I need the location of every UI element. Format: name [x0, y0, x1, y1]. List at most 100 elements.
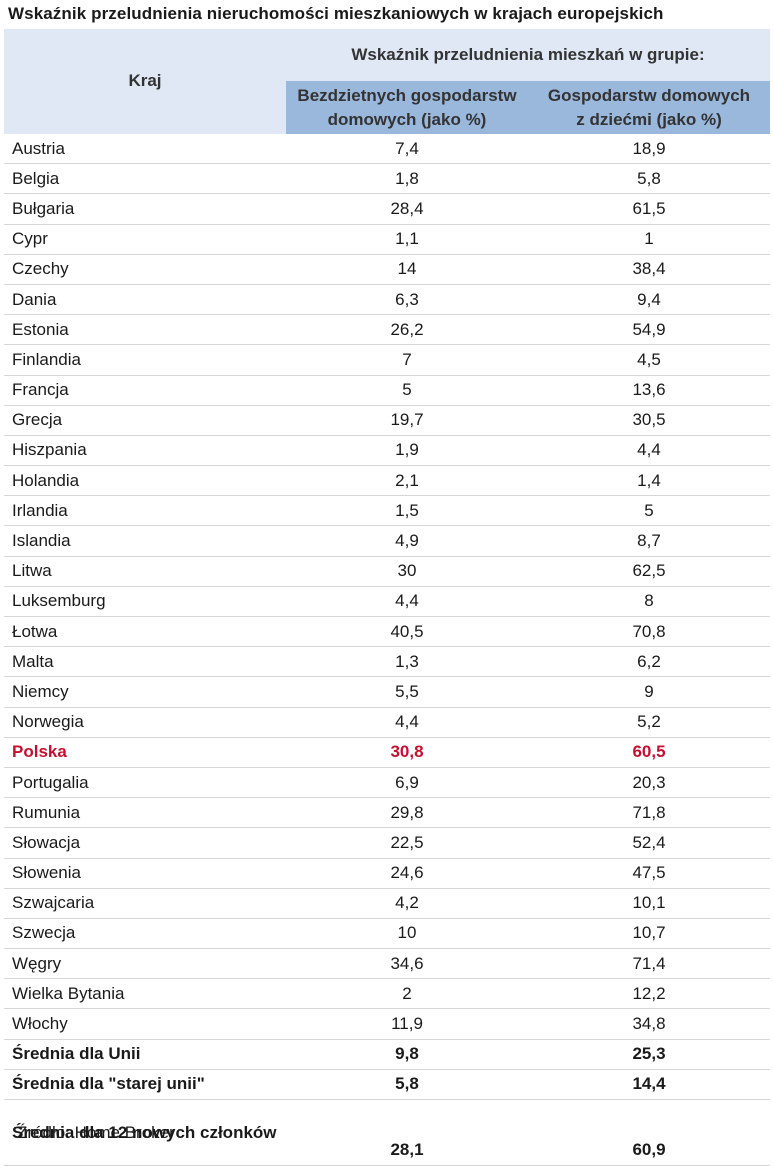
with-children-value-cell: 18,9 [528, 134, 770, 165]
table-row: Bułgaria 28,4 61,5 [4, 193, 770, 225]
with-children-value-cell: 62,5 [528, 556, 770, 587]
childless-value-cell: 30,8 [286, 737, 528, 768]
with-children-value-cell: 47,5 [528, 858, 770, 889]
childless-value-cell: 29,8 [286, 797, 528, 829]
childless-value-cell: 28,1 [286, 1099, 528, 1166]
table-row: Włochy 11,9 34,8 [4, 1008, 770, 1040]
table-title: Wskaźnik przeludnienia nieruchomości mie… [8, 4, 664, 23]
with-children-value-cell: 38,4 [528, 254, 770, 285]
country-cell: Belgia [4, 163, 286, 195]
table-row: Dania 6,3 9,4 [4, 284, 770, 316]
table-row: Malta 1,3 6,2 [4, 646, 770, 678]
table-row: Austria 7,4 18,9 [4, 134, 770, 165]
source-note: Źródło: Home Broker [17, 1123, 175, 1142]
header-group: Wskaźnik przeludnienia mieszkań w grupie… [286, 29, 770, 81]
childless-value-cell: 22,5 [286, 827, 528, 859]
header-childless: Bezdzietnych gospodarstw domowych (jako … [286, 81, 528, 134]
country-cell: Słowenia [4, 858, 286, 889]
table-row: Słowenia 24,6 47,5 [4, 858, 770, 889]
table-row: Holandia 2,1 1,4 [4, 465, 770, 497]
table-row: Szwecja 10 10,7 [4, 918, 770, 950]
country-cell: Czechy [4, 254, 286, 285]
table-row: Hiszpania 1,9 4,4 [4, 435, 770, 467]
with-children-value-cell: 34,8 [528, 1008, 770, 1040]
table-row: Średnia dla Unii 9,8 25,3 [4, 1039, 770, 1070]
header-with-children-line2: z dziećmi (jako %) [576, 109, 722, 129]
with-children-value-cell: 12,2 [528, 978, 770, 1010]
country-cell: Rumunia [4, 797, 286, 829]
with-children-value-cell: 14,4 [528, 1069, 770, 1101]
table-row: Niemcy 5,5 9 [4, 676, 770, 708]
with-children-value-cell: 5,2 [528, 707, 770, 738]
with-children-value-cell: 4,5 [528, 344, 770, 376]
table-row: Węgry 34,6 71,4 [4, 948, 770, 980]
childless-value-cell: 1,1 [286, 224, 528, 255]
table-row: Średnia dla "starej unii" 5,8 14,4 [4, 1069, 770, 1101]
table-row: Grecja 19,7 30,5 [4, 405, 770, 436]
with-children-value-cell: 60,9 [528, 1099, 770, 1166]
with-children-value-cell: 71,8 [528, 797, 770, 829]
table-row: Wielka Bytania 2 12,2 [4, 978, 770, 1010]
with-children-value-cell: 30,5 [528, 405, 770, 436]
childless-value-cell: 6,3 [286, 284, 528, 316]
childless-value-cell: 4,4 [286, 586, 528, 618]
childless-value-cell: 6,9 [286, 767, 528, 799]
with-children-value-cell: 71,4 [528, 948, 770, 980]
childless-value-cell: 1,5 [286, 495, 528, 527]
table-row: Francja 5 13,6 [4, 375, 770, 406]
childless-value-cell: 1,8 [286, 163, 528, 195]
childless-value-cell: 26,2 [286, 314, 528, 346]
with-children-value-cell: 60,5 [528, 737, 770, 768]
country-cell: Holandia [4, 465, 286, 497]
childless-value-cell: 19,7 [286, 405, 528, 436]
country-cell: Bułgaria [4, 193, 286, 225]
table-row: Czechy 14 38,4 [4, 254, 770, 285]
country-cell: Irlandia [4, 495, 286, 527]
country-cell: Luksemburg [4, 586, 286, 618]
table-row: Rumunia 29,8 71,8 [4, 797, 770, 829]
country-cell: Austria [4, 134, 286, 165]
country-cell: Islandia [4, 525, 286, 557]
childless-value-cell: 10 [286, 918, 528, 950]
childless-value-cell: 2,1 [286, 465, 528, 497]
country-cell: Wielka Bytania [4, 978, 286, 1010]
table-row: Cypr 1,1 1 [4, 224, 770, 255]
table-row: Portugalia 6,9 20,3 [4, 767, 770, 799]
header-with-children-line1: Gospodarstw domowych [547, 85, 751, 105]
country-cell: Łotwa [4, 616, 286, 648]
with-children-value-cell: 6,2 [528, 646, 770, 678]
childless-value-cell: 4,9 [286, 525, 528, 557]
with-children-value-cell: 5 [528, 495, 770, 527]
table-row: Luksemburg 4,4 8 [4, 586, 770, 618]
with-children-value-cell: 8,7 [528, 525, 770, 557]
childless-value-cell: 2 [286, 978, 528, 1010]
childless-value-cell: 4,2 [286, 888, 528, 919]
with-children-value-cell: 10,1 [528, 888, 770, 919]
header-childless-line1: Bezdzietnych gospodarstw [297, 85, 517, 105]
country-cell: Litwa [4, 556, 286, 587]
childless-value-cell: 1,3 [286, 646, 528, 678]
childless-value-cell: 9,8 [286, 1039, 528, 1070]
country-cell: Cypr [4, 224, 286, 255]
country-cell: Portugalia [4, 767, 286, 799]
with-children-value-cell: 10,7 [528, 918, 770, 950]
country-cell: Słowacja [4, 827, 286, 859]
country-cell: Niemcy [4, 676, 286, 708]
with-children-value-cell: 52,4 [528, 827, 770, 859]
childless-value-cell: 7,4 [286, 134, 528, 165]
with-children-value-cell: 13,6 [528, 375, 770, 406]
table-row: Litwa 30 62,5 [4, 556, 770, 587]
childless-value-cell: 5,8 [286, 1069, 528, 1101]
with-children-value-cell: 61,5 [528, 193, 770, 225]
table-row: Belgia 1,8 5,8 [4, 163, 770, 195]
with-children-value-cell: 9,4 [528, 284, 770, 316]
with-children-value-cell: 1,4 [528, 465, 770, 497]
country-cell: Włochy [4, 1008, 286, 1040]
with-children-value-cell: 20,3 [528, 767, 770, 799]
childless-value-cell: 5,5 [286, 676, 528, 708]
with-children-value-cell: 1 [528, 224, 770, 255]
childless-value-cell: 14 [286, 254, 528, 285]
country-cell: Malta [4, 646, 286, 678]
table-row: Irlandia 1,5 5 [4, 495, 770, 527]
table-row: Polska 30,8 60,5 [4, 737, 770, 768]
